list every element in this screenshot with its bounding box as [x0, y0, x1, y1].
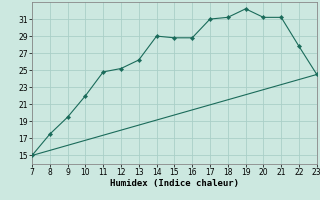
X-axis label: Humidex (Indice chaleur): Humidex (Indice chaleur) [110, 179, 239, 188]
